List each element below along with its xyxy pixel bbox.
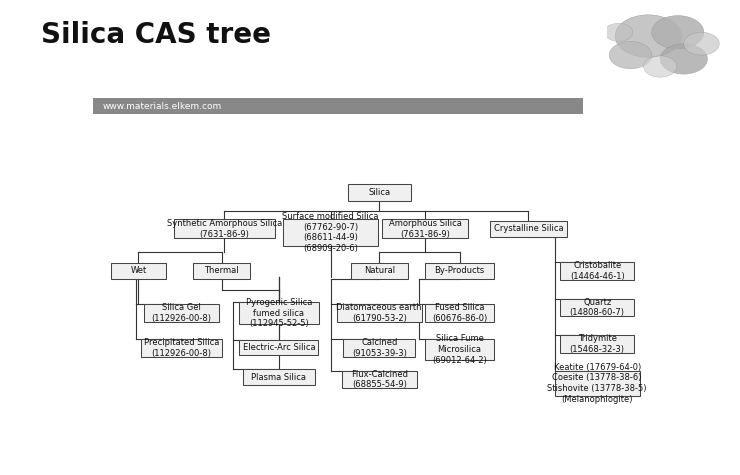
- FancyBboxPatch shape: [382, 219, 468, 238]
- Text: Quartz
(14808-60-7): Quartz (14808-60-7): [570, 298, 625, 317]
- FancyBboxPatch shape: [92, 98, 583, 114]
- Text: Plasma Silica: Plasma Silica: [252, 372, 306, 381]
- FancyBboxPatch shape: [490, 221, 567, 237]
- FancyBboxPatch shape: [560, 335, 634, 353]
- Circle shape: [615, 15, 682, 57]
- Text: Silica Gel
(112926-00-8): Silica Gel (112926-00-8): [152, 303, 212, 323]
- Text: Silica Fume
Microsilica
(69012-64-2): Silica Fume Microsilica (69012-64-2): [432, 334, 487, 365]
- Text: www.materials.elkem.com: www.materials.elkem.com: [103, 102, 222, 111]
- Text: Thermal: Thermal: [204, 266, 239, 276]
- Text: Crystalline Silica: Crystalline Silica: [494, 224, 563, 233]
- FancyBboxPatch shape: [239, 340, 318, 355]
- Text: Amorphous Silica
(7631-86-9): Amorphous Silica (7631-86-9): [388, 219, 462, 239]
- Text: Cristobalite
(14464-46-1): Cristobalite (14464-46-1): [570, 261, 625, 281]
- Circle shape: [644, 56, 676, 77]
- Text: Flux-Calcined
(68855-54-9): Flux-Calcined (68855-54-9): [351, 370, 408, 390]
- FancyBboxPatch shape: [239, 302, 319, 324]
- Text: Surface modified Silica
(67762-90-7)
(68611-44-9)
(68909-20-6): Surface modified Silica (67762-90-7) (68…: [282, 212, 379, 253]
- FancyBboxPatch shape: [560, 262, 634, 280]
- FancyBboxPatch shape: [555, 371, 639, 396]
- FancyBboxPatch shape: [351, 263, 408, 279]
- Text: By-Products: By-Products: [434, 266, 485, 276]
- Circle shape: [609, 41, 652, 69]
- FancyBboxPatch shape: [425, 339, 494, 360]
- Circle shape: [605, 23, 633, 41]
- FancyBboxPatch shape: [342, 371, 417, 389]
- FancyBboxPatch shape: [560, 299, 634, 316]
- Circle shape: [684, 32, 719, 55]
- Text: Silica CAS tree: Silica CAS tree: [41, 21, 271, 49]
- FancyBboxPatch shape: [425, 263, 494, 279]
- FancyBboxPatch shape: [343, 339, 415, 357]
- FancyBboxPatch shape: [144, 304, 219, 322]
- FancyBboxPatch shape: [348, 183, 411, 201]
- FancyBboxPatch shape: [193, 263, 250, 279]
- FancyBboxPatch shape: [174, 219, 275, 238]
- FancyBboxPatch shape: [141, 339, 221, 357]
- Text: Pyrogenic Silica
fumed silica
(112945-52-5): Pyrogenic Silica fumed silica (112945-52…: [246, 298, 312, 328]
- Text: Tridymite
(15468-32-3): Tridymite (15468-32-3): [570, 334, 625, 354]
- Text: Electric-Arc Silica: Electric-Arc Silica: [243, 343, 315, 352]
- Text: Natural: Natural: [363, 266, 395, 276]
- FancyBboxPatch shape: [425, 304, 494, 322]
- Text: Fused Silica
(60676-86-0): Fused Silica (60676-86-0): [432, 303, 487, 323]
- FancyBboxPatch shape: [337, 304, 422, 322]
- Text: Diatomaceous earth
(61790-53-2): Diatomaceous earth (61790-53-2): [337, 303, 422, 323]
- Text: Precipitated Silica
(112926-00-8): Precipitated Silica (112926-00-8): [144, 338, 219, 358]
- FancyBboxPatch shape: [283, 219, 378, 246]
- Circle shape: [652, 16, 704, 49]
- Text: Calcined
(91053-39-3): Calcined (91053-39-3): [352, 338, 407, 358]
- Text: Silica: Silica: [369, 188, 390, 197]
- FancyBboxPatch shape: [243, 370, 314, 385]
- Circle shape: [660, 44, 707, 74]
- Text: Synthetic Amorphous Silica
(7631-86-9): Synthetic Amorphous Silica (7631-86-9): [166, 219, 282, 239]
- FancyBboxPatch shape: [111, 263, 166, 279]
- Text: Keatite (17679-64-0)
Coesite (13778-38-6)
Stishovite (13778-38-5)
(Melanophlogit: Keatite (17679-64-0) Coesite (13778-38-6…: [548, 362, 647, 404]
- Text: Wet: Wet: [130, 266, 147, 276]
